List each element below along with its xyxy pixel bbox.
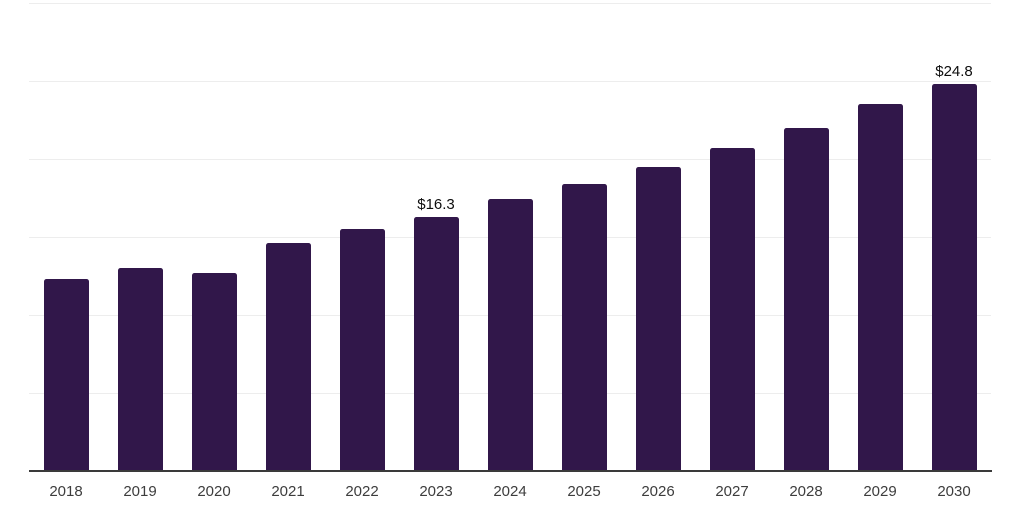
bar-value-label-2023: $16.3 <box>417 195 455 213</box>
bar-slot-2024 <box>473 3 547 471</box>
x-axis-line <box>29 470 992 472</box>
x-tick-label-2028: 2028 <box>789 483 823 500</box>
x-tick-label-2019: 2019 <box>123 483 157 500</box>
x-tick-label-2029: 2029 <box>863 483 897 500</box>
bar-2027 <box>709 147 755 471</box>
gridline-25 <box>29 80 991 82</box>
bar-slot-2028 <box>769 3 843 471</box>
bar-2022 <box>339 228 385 471</box>
bar-slot-2018 <box>29 3 103 471</box>
x-axis-labels: 2018 2019 2020 2021 2022 2023 2024 2025 2026 2027… <box>29 483 991 501</box>
bars-container: $16.3 $24.8 <box>29 3 991 471</box>
bar-slot-2027 <box>695 3 769 471</box>
bar-slot-2030: $24.8 <box>917 3 991 471</box>
bar-2028 <box>783 127 829 471</box>
x-tick-label-2025: 2025 <box>567 483 601 500</box>
bar-slot-2021 <box>251 3 325 471</box>
bar-2023 <box>413 216 459 471</box>
gridline-30 <box>29 3 991 4</box>
bar-2019 <box>117 267 163 471</box>
bar-slot-2025 <box>547 3 621 471</box>
x-tick-label-2018: 2018 <box>49 483 83 500</box>
x-tick-label-2024: 2024 <box>493 483 527 500</box>
bar-slot-2029 <box>843 3 917 471</box>
bar-2018 <box>43 278 89 471</box>
bar-slot-2023: $16.3 <box>399 3 473 471</box>
bar-2025 <box>561 183 607 471</box>
bar-2029 <box>857 104 903 471</box>
bar-slot-2020 <box>177 3 251 471</box>
bar-slot-2026 <box>621 3 695 471</box>
bar-2021 <box>265 242 311 471</box>
x-tick-label-2026: 2026 <box>641 483 675 500</box>
x-tick-label-2027: 2027 <box>715 483 749 500</box>
x-tick-label-2023: 2023 <box>419 483 453 500</box>
bar-value-label-2030: $24.8 <box>935 63 973 81</box>
gridline-20 <box>29 158 991 160</box>
bar-slot-2022 <box>325 3 399 471</box>
bar-2024 <box>487 199 533 471</box>
bar-slot-2019 <box>103 3 177 471</box>
bar-2026 <box>635 166 681 471</box>
x-tick-label-2020: 2020 <box>197 483 231 500</box>
x-tick-label-2030: 2030 <box>937 483 971 500</box>
x-tick-label-2022: 2022 <box>345 483 379 500</box>
x-tick-label-2021: 2021 <box>271 483 305 500</box>
bar-2020 <box>191 272 237 471</box>
bar-2030 <box>931 84 977 471</box>
